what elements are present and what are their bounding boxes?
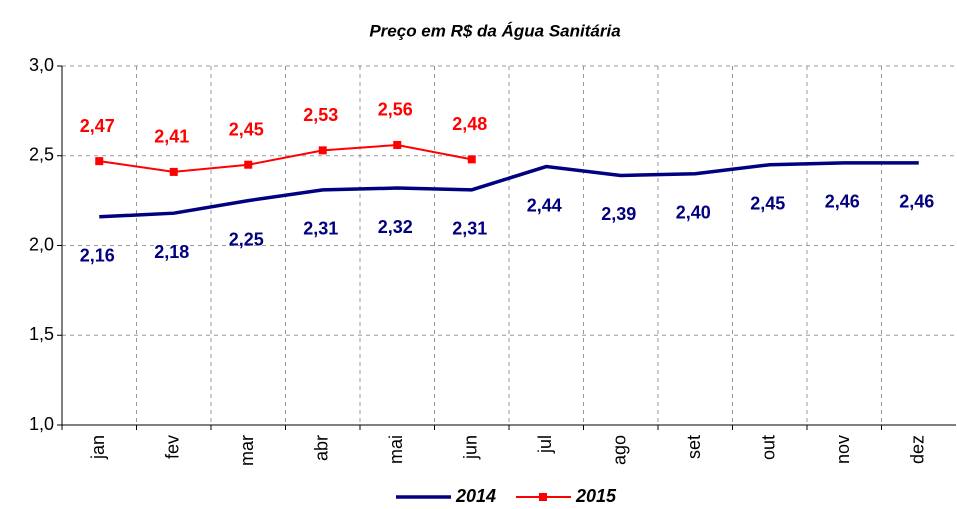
data-label: 2,25 (229, 229, 264, 249)
data-label: 2,44 (527, 195, 562, 215)
legend-label: 2015 (575, 486, 617, 506)
x-tick-label: mai (386, 435, 406, 464)
x-tick-label: fev (163, 435, 183, 459)
point-marker (393, 140, 402, 149)
y-tick-label: 2,0 (29, 234, 54, 254)
data-label: 2,31 (452, 219, 487, 239)
data-label: 2,46 (899, 192, 934, 212)
point-marker (467, 155, 476, 164)
data-label: 2,56 (378, 100, 413, 120)
data-label: 2,40 (676, 202, 711, 222)
x-tick-label: nov (833, 435, 853, 464)
x-tick-label: set (684, 435, 704, 459)
data-label: 2,31 (303, 219, 338, 239)
data-label: 2,41 (154, 127, 189, 147)
data-label: 2,16 (80, 246, 115, 266)
y-tick-label: 3,0 (29, 55, 54, 75)
x-tick-label: dez (908, 435, 928, 464)
x-tick-label: jul (535, 435, 555, 454)
data-label: 2,47 (80, 116, 115, 136)
data-label: 2,39 (601, 204, 636, 224)
y-tick-label: 1,0 (29, 414, 54, 434)
point-marker (244, 160, 253, 169)
point-marker (95, 157, 104, 166)
data-label: 2,18 (154, 242, 189, 262)
y-tick-label: 2,5 (29, 145, 54, 165)
series-line (99, 143, 472, 173)
data-label: 2,45 (229, 119, 264, 139)
y-tick-label: 1,5 (29, 324, 54, 344)
x-tick-label: jan (88, 435, 108, 460)
data-label: 2,32 (378, 217, 413, 237)
x-tick-label: jun (461, 435, 481, 460)
x-tick-label: abr (312, 435, 332, 461)
legend-label: 2014 (455, 486, 496, 506)
data-label: 2,53 (303, 105, 338, 125)
legend-marker (539, 493, 547, 501)
data-label: 2,46 (825, 192, 860, 212)
x-tick-label: mar (237, 435, 257, 466)
point-marker (318, 146, 327, 155)
x-tick-label: ago (610, 435, 630, 465)
series-line (99, 161, 919, 219)
data-label: 2,45 (750, 193, 785, 213)
data-label: 2,48 (452, 114, 487, 134)
point-marker (169, 167, 178, 176)
x-tick-label: out (759, 435, 779, 460)
chart-title: Preço em R$ da Água Sanitária (369, 21, 620, 40)
